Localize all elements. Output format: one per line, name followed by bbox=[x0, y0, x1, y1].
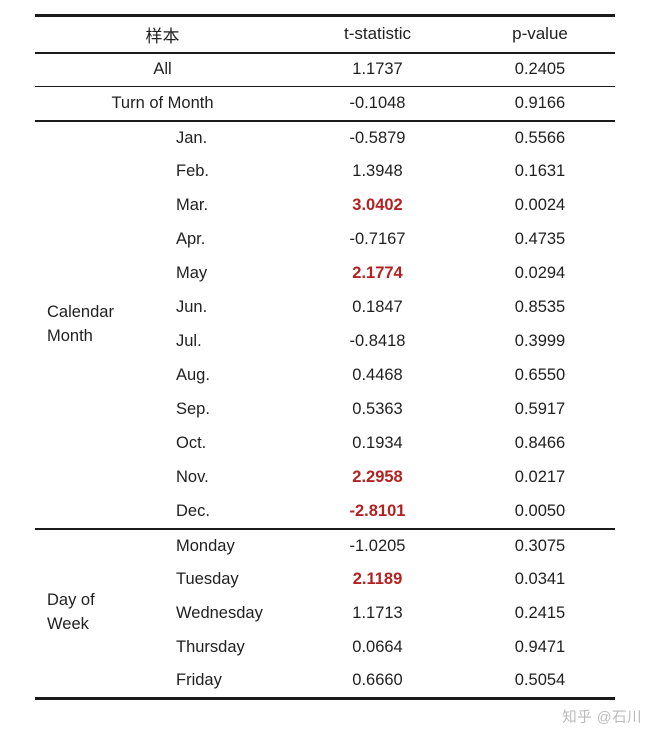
t-value: -2.8101 bbox=[290, 494, 465, 530]
sample-name: Feb. bbox=[176, 162, 210, 180]
statistics-table-page: 样本 t-statistic p-value All 1.1737 0.2405… bbox=[0, 14, 650, 731]
sample-name: Jul. bbox=[176, 332, 202, 350]
t-value: 1.3948 bbox=[352, 162, 403, 180]
p-value: 0.0217 bbox=[514, 468, 566, 486]
header-t-statistic: t-statistic bbox=[290, 15, 465, 54]
p-value: 0.5917 bbox=[514, 400, 566, 418]
t-value: 3.0402 bbox=[352, 196, 403, 214]
table-row-dec: Dec. -2.8101 0.0050 bbox=[35, 494, 615, 530]
t-value: 0.0664 bbox=[352, 638, 403, 656]
p-value: 0.9166 bbox=[465, 86, 615, 122]
sample-name: Wednesday bbox=[176, 604, 263, 622]
group-label-calendar-month: Calendar Month bbox=[35, 120, 140, 530]
t-value: 0.4468 bbox=[352, 366, 403, 384]
p-value: 0.4735 bbox=[514, 230, 566, 248]
p-value: 0.0024 bbox=[514, 196, 566, 214]
p-value: 0.2405 bbox=[465, 52, 615, 87]
p-value: 0.8535 bbox=[514, 298, 566, 316]
sample-name: Nov. bbox=[176, 468, 209, 486]
table-row-all: All 1.1737 0.2405 bbox=[35, 52, 615, 87]
header-sample: 样本 bbox=[35, 15, 290, 54]
p-value: 0.2415 bbox=[514, 604, 566, 622]
t-value: -1.0205 bbox=[349, 536, 406, 555]
t-value: -0.8418 bbox=[349, 332, 406, 350]
t-value: -0.7167 bbox=[349, 230, 406, 248]
t-value: 0.5363 bbox=[352, 400, 403, 418]
sample-name: Oct. bbox=[176, 434, 207, 452]
header-p-value: p-value bbox=[465, 15, 615, 54]
sample-name: Tuesday bbox=[176, 570, 239, 588]
table-row-jan: Calendar Month Jan. -0.5879 0.5566 bbox=[35, 120, 615, 530]
t-value: 0.6660 bbox=[352, 671, 403, 690]
table-row-monday: Day of Week Monday -1.0205 0.3075 bbox=[35, 529, 615, 634]
group-label-day-of-week: Day of Week bbox=[47, 591, 95, 634]
table-row-may: May 2.1774 0.0294 bbox=[35, 257, 615, 291]
p-value: 0.0050 bbox=[465, 494, 615, 530]
table-header-row: 样本 t-statistic p-value bbox=[35, 15, 615, 54]
table-row-wednesday: Wednesday 1.1713 0.2415 bbox=[35, 597, 615, 631]
t-value: 0.1934 bbox=[352, 434, 403, 452]
t-value: -0.5879 bbox=[349, 128, 406, 147]
sample-name: Jan. bbox=[176, 128, 208, 147]
sample-name: Sep. bbox=[176, 400, 210, 418]
table-row-nov: Nov. 2.2958 0.0217 bbox=[35, 461, 615, 495]
p-value: 0.5054 bbox=[514, 671, 566, 690]
table-row-friday: Friday 0.6660 0.5054 bbox=[35, 665, 615, 699]
p-value: 0.8466 bbox=[514, 434, 566, 452]
p-value: 0.0294 bbox=[514, 264, 566, 282]
p-value: 0.9471 bbox=[514, 638, 566, 656]
table-row-oct: Oct. 0.1934 0.8466 bbox=[35, 427, 615, 461]
sample-name: Turn of Month bbox=[35, 86, 290, 122]
sample-name: Thursday bbox=[176, 638, 245, 656]
sample-name: Dec. bbox=[140, 494, 290, 530]
sample-name: Jun. bbox=[176, 298, 208, 316]
table-row-jun: Jun. 0.1847 0.8535 bbox=[35, 291, 615, 325]
table-row-jul: Jul. -0.8418 0.3999 bbox=[35, 325, 615, 359]
table-row-aug: Aug. 0.4468 0.6550 bbox=[35, 359, 615, 393]
table-row-feb: Feb. 1.3948 0.1631 bbox=[35, 155, 615, 189]
table-row-tuesday: Tuesday 2.1189 0.0341 bbox=[35, 563, 615, 597]
t-value: 1.1713 bbox=[352, 604, 403, 622]
table-row-turn-of-month: Turn of Month -0.1048 0.9166 bbox=[35, 86, 615, 122]
p-value: 0.1631 bbox=[514, 162, 566, 180]
t-test-results-table: 样本 t-statistic p-value All 1.1737 0.2405… bbox=[35, 14, 615, 700]
sample-name: All bbox=[35, 52, 290, 87]
table-row-apr: Apr. -0.7167 0.4735 bbox=[35, 223, 615, 257]
sample-name: Aug. bbox=[176, 366, 210, 384]
p-value: 0.6550 bbox=[514, 366, 566, 384]
sample-name: Friday bbox=[176, 671, 222, 690]
p-value: 0.3075 bbox=[514, 536, 566, 555]
p-value: 0.3999 bbox=[514, 332, 566, 350]
sample-name: Apr. bbox=[176, 230, 206, 248]
t-value: 1.1737 bbox=[290, 52, 465, 87]
sample-name: May bbox=[176, 264, 208, 282]
table-row-thursday: Thursday 0.0664 0.9471 bbox=[35, 631, 615, 665]
t-value: 2.1189 bbox=[352, 570, 403, 588]
t-value: 2.2958 bbox=[352, 468, 403, 486]
sample-name: Monday bbox=[176, 536, 235, 555]
t-value: 0.1847 bbox=[352, 298, 403, 316]
table-row-sep: Sep. 0.5363 0.5917 bbox=[35, 393, 615, 427]
p-value: 0.5566 bbox=[514, 128, 566, 147]
sample-name: Mar. bbox=[176, 196, 209, 214]
p-value: 0.0341 bbox=[514, 570, 566, 588]
t-value: 2.1774 bbox=[352, 264, 403, 282]
table-row-mar: Mar. 3.0402 0.0024 bbox=[35, 189, 615, 223]
t-value: -0.1048 bbox=[290, 86, 465, 122]
